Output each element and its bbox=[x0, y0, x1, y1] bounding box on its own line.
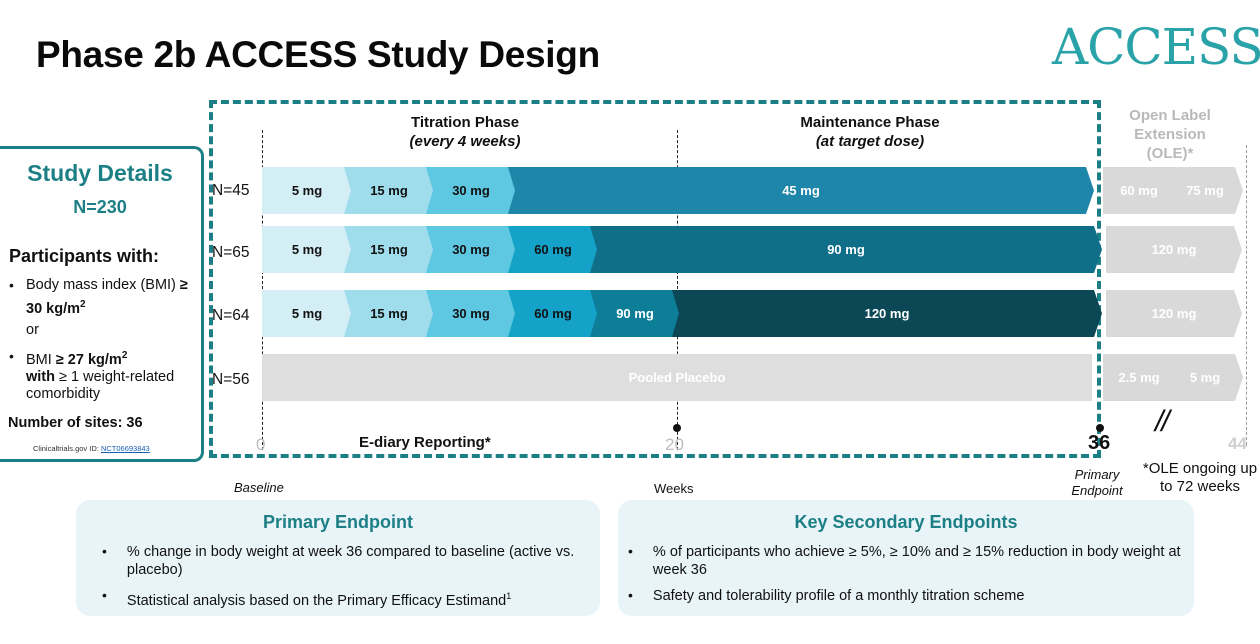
primary-endpoint-item: % change in body weight at week 36 compa… bbox=[126, 544, 575, 578]
ole-bar: 120 mg bbox=[1106, 290, 1242, 337]
list-item: • Safety and tolerability profile of a m… bbox=[628, 587, 1183, 605]
secondary-endpoint-item: % of participants who achieve ≥ 5%, ≥ 10… bbox=[652, 544, 1181, 578]
ole-dose-segment: 120 mg bbox=[1106, 290, 1242, 337]
axis-break-icon: // bbox=[1155, 405, 1170, 438]
ole-dose-segment: 2.5 mg bbox=[1103, 354, 1175, 401]
dose-segment: 45 mg bbox=[508, 167, 1094, 214]
dose-segment: 90 mg bbox=[590, 226, 1102, 273]
axis-tick-20: 20 bbox=[665, 435, 684, 454]
arm-label: N=64 bbox=[212, 307, 250, 324]
trial-id-link[interactable]: NCT06693843 bbox=[100, 444, 150, 453]
ole-dose-segment: 5 mg bbox=[1167, 354, 1243, 401]
primary-endpoint-list: • % change in body weight at week 36 com… bbox=[102, 543, 582, 610]
dose-segment: 60 mg bbox=[508, 290, 598, 337]
criterion-1-text: Body mass index (BMI) bbox=[26, 277, 180, 293]
bullet-icon: • bbox=[9, 277, 14, 293]
ediary-label: E-diary Reporting* bbox=[359, 434, 491, 451]
dose-segment: 90 mg bbox=[590, 290, 680, 337]
dose-segment: 5 mg bbox=[262, 167, 352, 214]
week-36-marker bbox=[1096, 424, 1104, 432]
bullet-icon: • bbox=[102, 587, 107, 603]
criterion-1-sup: 2 bbox=[80, 299, 86, 310]
dose-segment: 30 mg bbox=[426, 167, 516, 214]
titration-title: Titration Phase bbox=[410, 114, 520, 131]
arm-label: N=56 bbox=[212, 371, 250, 388]
criterion-1-bold: ≥ 30 kg/m bbox=[26, 277, 188, 317]
ole-bar: 120 mg bbox=[1106, 226, 1242, 273]
double-blind-period-box bbox=[209, 100, 1101, 458]
primary-endpoint-box: Primary Endpoint • % change in body weig… bbox=[76, 500, 600, 616]
ole-heading: Open Label Extension (OLE)* bbox=[1129, 107, 1211, 162]
dose-segment: 30 mg bbox=[426, 226, 516, 273]
access-logo: ACCESS bbox=[1052, 18, 1260, 76]
primary-endpoint-marker-label: Primary Endpoint bbox=[1071, 467, 1123, 498]
arm-bar-90mg: 5 mg 15 mg 30 mg 60 mg 90 mg bbox=[262, 226, 1102, 273]
secondary-endpoint-item: Safety and tolerability profile of a mon… bbox=[652, 588, 1025, 604]
study-details-n: N=230 bbox=[73, 197, 127, 217]
axis-tick-36: 36 bbox=[1088, 432, 1111, 454]
criterion-2-text: BMI bbox=[26, 351, 56, 368]
axis-tick-0: 0 bbox=[256, 435, 266, 454]
primary-endpoint-item-text: Statistical analysis based on the Primar… bbox=[126, 592, 507, 609]
arm-bar-120mg: 5 mg 15 mg 30 mg 60 mg 90 mg 120 mg bbox=[262, 290, 1102, 337]
secondary-endpoints-box: Key Secondary Endpoints • % of participa… bbox=[618, 500, 1194, 616]
criterion-2-sup: 2 bbox=[121, 350, 128, 361]
trial-id-label: Clinicaltrials.gov ID: bbox=[33, 444, 101, 453]
bullet-icon: • bbox=[628, 587, 633, 603]
dose-segment: 15 mg bbox=[344, 167, 434, 214]
axis-tick-44: 44 bbox=[1228, 434, 1247, 453]
dose-segment: 5 mg bbox=[262, 290, 352, 337]
week-20-marker bbox=[673, 424, 681, 432]
dose-segment: 5 mg bbox=[262, 226, 352, 273]
footnote-ref: 1 bbox=[506, 591, 512, 601]
arm-bar-45mg: 5 mg 15 mg 30 mg 45 mg bbox=[262, 167, 1094, 214]
criterion-2-with: with bbox=[26, 368, 55, 385]
secondary-endpoints-list: • % of participants who achieve ≥ 5%, ≥ … bbox=[628, 543, 1183, 605]
ole-bar: 2.5 mg 5 mg bbox=[1103, 354, 1243, 401]
maintenance-phase-heading: Maintenance Phase (at target dose) bbox=[740, 113, 1000, 151]
primary-endpoint-title: Primary Endpoint bbox=[262, 512, 414, 532]
secondary-endpoints-title: Key Secondary Endpoints bbox=[794, 512, 1018, 532]
dose-segment: 15 mg bbox=[344, 226, 434, 273]
ole-dose-segment: 60 mg bbox=[1103, 167, 1175, 214]
page-title: Phase 2b ACCESS Study Design bbox=[36, 34, 600, 75]
baseline-label: Baseline bbox=[234, 480, 284, 495]
study-details-heading: Study Details bbox=[27, 160, 173, 186]
arm-label: N=65 bbox=[212, 244, 250, 261]
dose-segment: 15 mg bbox=[344, 290, 434, 337]
study-details-panel bbox=[0, 146, 204, 462]
criterion-bmi-30: Body mass index (BMI) ≥ 30 kg/m2 bbox=[26, 276, 201, 319]
participants-heading: Participants with: bbox=[9, 246, 160, 266]
ole-footnote: *OLE ongoing up to 72 weeks bbox=[1142, 460, 1258, 495]
list-item: • Statistical analysis based on the Prim… bbox=[102, 587, 582, 610]
number-of-sites: Number of sites: 36 bbox=[8, 415, 143, 431]
maintenance-title: Maintenance Phase bbox=[800, 114, 940, 131]
ole-dose-segment: 75 mg bbox=[1167, 167, 1243, 214]
list-item: • % of participants who achieve ≥ 5%, ≥ … bbox=[628, 543, 1183, 579]
dose-segment: 120 mg bbox=[672, 290, 1102, 337]
titration-phase-heading: Titration Phase (every 4 weeks) bbox=[355, 113, 575, 151]
dose-segment: Pooled Placebo bbox=[262, 354, 1092, 401]
titration-subtitle: (every 4 weeks) bbox=[409, 133, 521, 150]
weeks-axis-label: Weeks bbox=[654, 481, 694, 496]
maintenance-subtitle: (at target dose) bbox=[815, 133, 925, 150]
trial-id-line: Clinicaltrials.gov ID: NCT06693843 bbox=[33, 444, 150, 453]
ole-bar: 60 mg 75 mg bbox=[1103, 167, 1243, 214]
criterion-or: or bbox=[26, 322, 39, 338]
criterion-2-bold: ≥ 27 kg/m bbox=[55, 351, 122, 368]
arm-label: N=45 bbox=[212, 182, 250, 199]
week-44-line bbox=[1246, 145, 1247, 445]
arm-bar-placebo: Pooled Placebo bbox=[262, 354, 1092, 401]
bullet-icon: • bbox=[628, 543, 633, 559]
bullet-icon: • bbox=[9, 348, 14, 364]
criterion-bmi-27: BMI ≥ 27 kg/m2 with ≥ 1 weight-related c… bbox=[26, 347, 204, 403]
primary-endpoint-item: Statistical analysis based on the Primar… bbox=[127, 587, 511, 610]
criterion-2-post: ≥ 1 weight-related comorbidity bbox=[26, 368, 175, 402]
dose-segment: 60 mg bbox=[508, 226, 598, 273]
list-item: • % change in body weight at week 36 com… bbox=[102, 543, 582, 579]
dose-segment: 30 mg bbox=[426, 290, 516, 337]
ole-dose-segment: 120 mg bbox=[1106, 226, 1242, 273]
bullet-icon: • bbox=[102, 543, 107, 559]
